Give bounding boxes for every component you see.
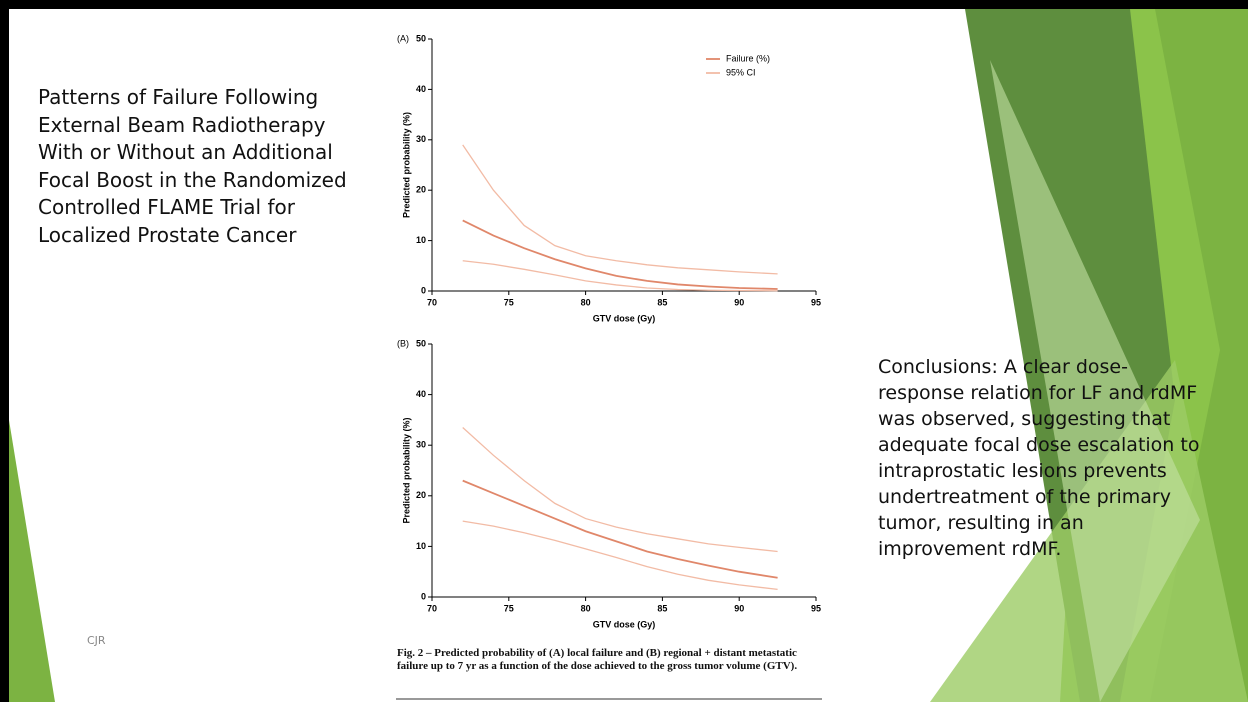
x-tick-label: 80 bbox=[581, 603, 591, 613]
panel-label: (A) bbox=[397, 33, 409, 43]
y-tick-label: 0 bbox=[421, 285, 426, 295]
x-axis-label: GTV dose (Gy) bbox=[593, 313, 656, 323]
line bbox=[462, 260, 778, 292]
y-tick-label: 10 bbox=[416, 235, 426, 245]
x-tick-label: 70 bbox=[427, 603, 437, 613]
x-tick-label: 95 bbox=[811, 603, 821, 613]
x-tick-label: 95 bbox=[811, 297, 821, 307]
deco bbox=[990, 60, 1200, 702]
slide-title: Patterns of Failure Following External B… bbox=[38, 85, 347, 247]
line bbox=[462, 479, 778, 579]
line bbox=[462, 219, 778, 290]
left-border bbox=[0, 0, 9, 702]
line bbox=[462, 427, 778, 553]
x-tick-label: 75 bbox=[504, 603, 514, 613]
x-tick-label: 85 bbox=[657, 603, 667, 613]
x-tick-label: 90 bbox=[734, 297, 744, 307]
y-tick-label: 40 bbox=[416, 84, 426, 94]
y-tick-label: 20 bbox=[416, 185, 426, 195]
top-border bbox=[0, 0, 1248, 9]
y-tick-label: 30 bbox=[416, 440, 426, 450]
y-axis-label: Predicted probability (%) bbox=[401, 417, 411, 523]
x-tick-label: 75 bbox=[504, 297, 514, 307]
y-tick-label: 0 bbox=[421, 591, 426, 601]
y-tick-label: 10 bbox=[416, 541, 426, 551]
y-tick-label: 20 bbox=[416, 490, 426, 500]
deco bbox=[1150, 9, 1248, 702]
x-tick-label: 85 bbox=[657, 297, 667, 307]
line bbox=[462, 520, 778, 591]
x-tick-label: 80 bbox=[581, 297, 591, 307]
y-tick-label: 30 bbox=[416, 134, 426, 144]
figure-caption: Fig. 2 – Predicted probability of (A) lo… bbox=[397, 647, 798, 672]
legend-label: 95% CI bbox=[726, 67, 756, 77]
x-tick-label: 90 bbox=[734, 603, 744, 613]
panel-label: (B) bbox=[397, 338, 409, 348]
y-tick-label: 50 bbox=[416, 338, 426, 348]
y-axis-label: Predicted probability (%) bbox=[401, 112, 411, 218]
legend-label: Failure (%) bbox=[726, 53, 770, 63]
conclusions: Conclusions: A clear dose-response relat… bbox=[878, 356, 1200, 560]
x-tick-label: 70 bbox=[427, 297, 437, 307]
footer: CJR bbox=[87, 634, 106, 647]
line bbox=[462, 144, 778, 275]
y-tick-label: 40 bbox=[416, 389, 426, 399]
deco bbox=[9, 420, 55, 702]
x-axis-label: GTV dose (Gy) bbox=[593, 619, 656, 629]
y-tick-label: 50 bbox=[416, 33, 426, 43]
